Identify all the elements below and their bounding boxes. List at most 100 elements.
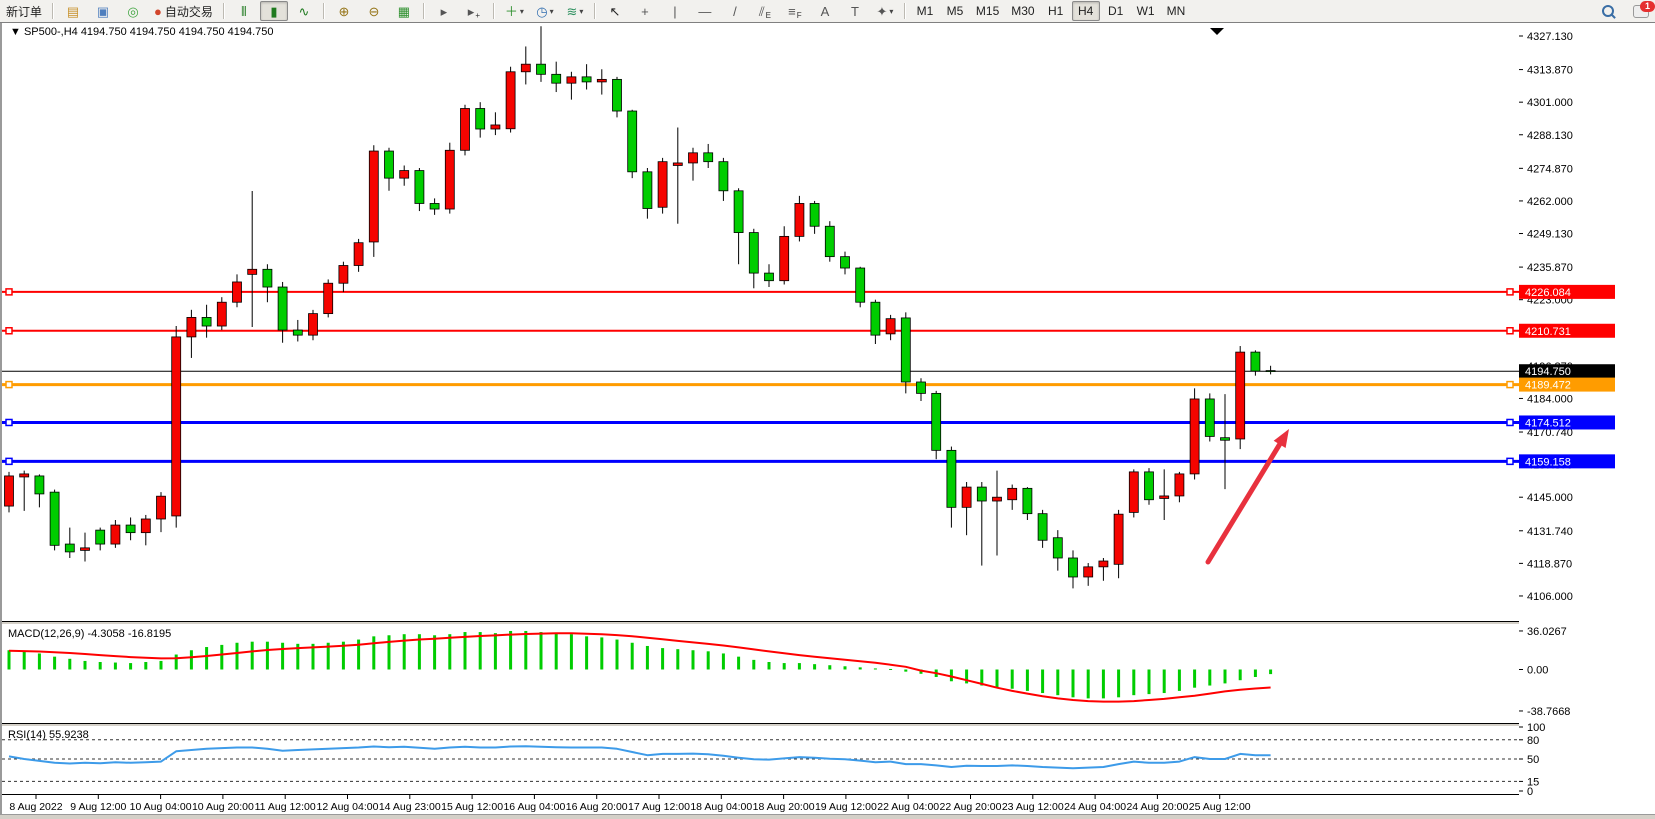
- horizontal-line-icon[interactable]: —: [691, 1, 719, 21]
- main-toolbar: 新订单 ▤ ▣ ◎ ● 自动交易 ⫴ ▮ ∿ ⊕ ⊖ ▦ ▸ ▸ + ＋ ▾ ◷ ▾ ≋ ▾ ↖ + | — / ⫽ E ≡ F A T ✦ ▾ M…: [0, 0, 1655, 23]
- candlestick-chart-icon[interactable]: ▮: [259, 1, 288, 21]
- chart-shift-marker[interactable]: [1210, 28, 1224, 35]
- price-tick-label: 4118.870: [1527, 558, 1572, 570]
- layers-icon[interactable]: ▤: [59, 1, 87, 21]
- bear-candle: [1068, 557, 1078, 578]
- rsi-pane[interactable]: RSI(14) 55.9238: [2, 726, 1520, 794]
- new-chart-icon-dropdown[interactable]: ▾: [519, 6, 524, 16]
- macd-histogram-bar: [341, 641, 345, 670]
- line-handle[interactable]: [1506, 380, 1514, 389]
- profiles-icon-dropdown[interactable]: ▾: [549, 6, 554, 16]
- text-icon: A: [820, 3, 830, 19]
- arrows-icon-dropdown[interactable]: ▾: [889, 6, 894, 16]
- price-tick-label: 4131.740: [1527, 526, 1573, 538]
- search-icon[interactable]: [1594, 1, 1622, 21]
- annotation-arrow[interactable]: [1205, 438, 1285, 565]
- line-handle[interactable]: [5, 380, 13, 389]
- main-price-pane[interactable]: [2, 23, 1520, 621]
- arrows-icon[interactable]: ✦ ▾: [871, 1, 899, 21]
- rsi-label: RSI(14) 55.9238: [8, 729, 89, 741]
- tf-m1-button[interactable]: M1: [911, 1, 939, 21]
- line-handle[interactable]: [1506, 457, 1514, 466]
- price-axis[interactable]: 4327.130 4313.870 4301.000 4288.130 4274.870…: [1519, 23, 1655, 814]
- bear-candle: [475, 108, 486, 130]
- text-label-icon[interactable]: T: [841, 1, 869, 21]
- line-handle[interactable]: [5, 288, 13, 296]
- bear-candle: [627, 110, 638, 173]
- one-click-trading-arrow-icon[interactable]: ▼: [10, 26, 21, 38]
- bull-candle: [460, 108, 470, 151]
- time-axis[interactable]: 8 Aug 2022 9 Aug 12:00 10 Aug 04:00 10 Aug …: [2, 794, 1520, 815]
- cursor-icon[interactable]: ↖: [601, 1, 629, 21]
- bull-candle: [444, 149, 455, 210]
- crosshair-icon: +: [641, 3, 649, 19]
- bull-candle: [171, 336, 182, 517]
- bar-chart-icon[interactable]: ⫴: [230, 1, 258, 21]
- rsi-tick-label: 50: [1527, 754, 1539, 766]
- indicators-icon[interactable]: ≋ ▾: [561, 1, 589, 21]
- rsi-tick-label: 80: [1527, 735, 1539, 747]
- line-chart-icon[interactable]: ∿: [290, 1, 318, 21]
- vertical-line-icon: |: [673, 3, 677, 19]
- macd-histogram-bar: [357, 639, 361, 670]
- auto-scroll-icon[interactable]: ▸: [430, 1, 458, 21]
- price-line-box-label: 4226.084: [1525, 287, 1571, 299]
- horizontal-line-icon: —: [698, 3, 712, 19]
- tf-d1-button-label: D1: [1107, 4, 1124, 18]
- crosshair-icon[interactable]: +: [631, 1, 659, 21]
- annotation-arrow-head[interactable]: [1273, 429, 1289, 449]
- line-handle[interactable]: [1506, 288, 1514, 296]
- bull-candle: [216, 301, 227, 327]
- tf-m30-button[interactable]: M30: [1006, 1, 1039, 21]
- profiles-icon[interactable]: ◷ ▾: [531, 1, 559, 21]
- data-window-icon[interactable]: ◎: [119, 1, 147, 21]
- indicators-icon-dropdown[interactable]: ▾: [579, 6, 584, 16]
- price-tick-label: 4235.870: [1527, 262, 1573, 274]
- macd-histogram-bar: [858, 667, 862, 670]
- new-order-button[interactable]: 新订单: [1, 1, 47, 21]
- tf-w1-button[interactable]: W1: [1132, 1, 1160, 21]
- macd-pane[interactable]: MACD(12,26,9) -4.3058 -16.8195: [2, 624, 1520, 723]
- chart-shift-icon[interactable]: ▸ +: [460, 1, 488, 21]
- tf-h4-button[interactable]: H4: [1071, 1, 1100, 21]
- hlines-layer[interactable]: [2, 288, 1520, 466]
- tile-windows-icon[interactable]: ▦: [390, 1, 418, 21]
- trendline-icon[interactable]: /: [721, 1, 749, 21]
- line-chart-icon: ∿: [298, 3, 310, 19]
- macd-histogram-bar: [1132, 669, 1136, 696]
- bear-candle: [642, 171, 653, 209]
- macd-histogram-bar: [174, 654, 178, 670]
- time-label: 24 Aug 04:00: [1064, 801, 1126, 813]
- line-handle[interactable]: [5, 457, 13, 466]
- macd-histogram-bar: [706, 651, 710, 670]
- line-handle[interactable]: [1506, 327, 1514, 335]
- zoom-in-icon[interactable]: ⊕: [330, 1, 358, 21]
- macd-histogram-bar: [37, 653, 41, 670]
- market-watch-icon[interactable]: ▣: [89, 1, 117, 21]
- fibonacci-icon[interactable]: ≡ F: [781, 1, 809, 21]
- chat-icon[interactable]: 1: [1633, 0, 1655, 18]
- text-icon[interactable]: A: [811, 1, 839, 21]
- line-handle[interactable]: [5, 327, 13, 335]
- channel-icon[interactable]: ⫽ E: [751, 1, 779, 21]
- time-label: 14 Aug 23:00: [379, 801, 441, 813]
- bull-candle: [308, 313, 318, 336]
- vertical-line-icon[interactable]: |: [661, 1, 689, 21]
- autotrade-button[interactable]: ● 自动交易: [149, 1, 218, 21]
- line-handle[interactable]: [1506, 418, 1514, 427]
- tf-d1-button[interactable]: D1: [1102, 1, 1130, 21]
- zoom-out-icon[interactable]: ⊖: [360, 1, 388, 21]
- new-chart-icon[interactable]: ＋ ▾: [500, 1, 529, 21]
- tf-m5-button[interactable]: M5: [941, 1, 969, 21]
- macd-histogram-bar: [949, 669, 953, 682]
- macd-histogram-bar: [752, 659, 756, 670]
- candlestick-chart-icon: ▮: [270, 3, 278, 19]
- tf-h1-button[interactable]: H1: [1042, 1, 1070, 21]
- tf-m5-button-label: M5: [946, 4, 964, 18]
- macd-histogram-bar: [144, 662, 148, 670]
- tf-mn-button[interactable]: MN: [1162, 1, 1191, 21]
- line-handle[interactable]: [5, 418, 13, 427]
- bear-candle: [34, 475, 45, 495]
- tf-m15-button[interactable]: M15: [971, 1, 1004, 21]
- bear-candle: [414, 170, 425, 204]
